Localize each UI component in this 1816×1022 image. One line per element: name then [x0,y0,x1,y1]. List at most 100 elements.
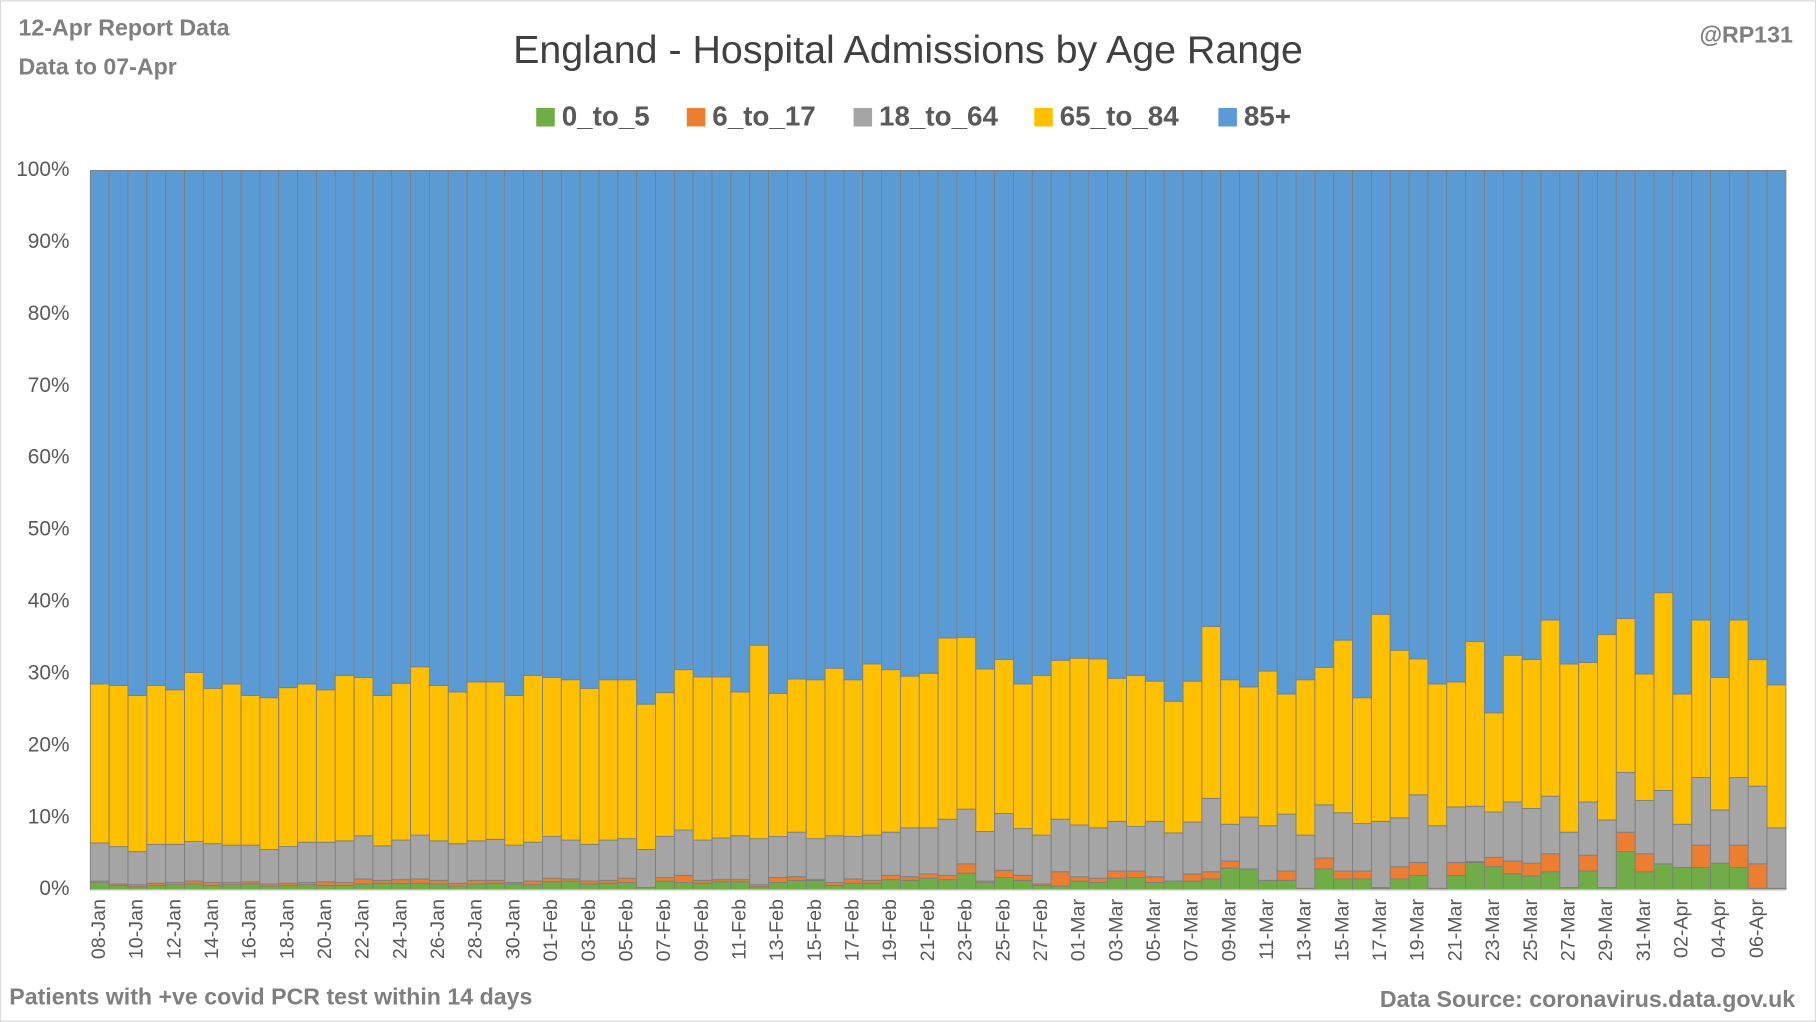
bar-segment [353,677,374,837]
bar-segment [410,170,430,668]
bar-segment [1013,170,1033,685]
bar-segment [1691,170,1711,621]
bar-segment [1653,592,1674,791]
legend-swatch [686,107,706,127]
bar-segment [1502,873,1523,891]
bar-segment [1126,825,1146,872]
bar-segment [1389,817,1410,868]
bar-segment [297,884,317,891]
bar-segment [1126,877,1146,891]
bar-segment [1710,677,1730,811]
bar-segment [221,170,242,685]
bar-segment [1427,170,1448,685]
y-tick-label: 80% [28,302,70,325]
bar-segment [1465,170,1485,643]
bar-segment [1126,674,1146,827]
bar-segment [108,846,129,885]
bar-segment [410,834,430,880]
bar-segment [617,877,638,883]
bar-segment [1031,834,1052,885]
bar-segment [1559,170,1580,665]
bar-segment [560,170,581,681]
bar-segment [692,839,713,881]
bar-segment [1050,659,1071,820]
x-tick-label: 01-Feb [540,899,562,961]
bar-segment [297,170,317,685]
x-tick-label: 05-Mar [1143,899,1165,962]
x-tick-label: 23-Feb [955,899,977,961]
bar-segment [1502,654,1523,803]
y-tick-label: 100% [16,158,69,181]
bar-segment [240,844,261,883]
bar-segment [89,170,110,685]
bar-segment [805,679,826,840]
bar-segment [1144,820,1165,878]
bar-segment [899,675,920,829]
bar-segment [1559,831,1580,889]
bar-segment [372,882,393,891]
x-tick-label: 09-Feb [691,899,713,961]
bar-segment [1766,170,1787,686]
bar-segment [994,877,1014,891]
bar-segment [1710,170,1730,679]
source: Data Source: coronavirus.data.gov.uk [1380,986,1795,1012]
bar-segment [523,884,543,891]
bar-segment [1427,825,1448,889]
bar-segment [1069,876,1090,882]
bar-segment [315,884,336,891]
bar-segment [504,844,525,883]
bar-segment [221,884,242,891]
bar-segment [1578,854,1598,872]
bar-segment [447,843,468,884]
bar-segment [372,695,393,847]
bar-segment [1182,880,1203,891]
bar-segment [805,879,826,891]
bar-segment [1672,823,1693,868]
bar-segment [617,838,638,879]
bar-segment [1540,619,1561,797]
bar-segment [824,667,845,837]
bar-segment [1427,683,1448,827]
bar-segment [1069,657,1090,826]
bar-segment [843,170,864,681]
bar-segment [1672,170,1693,695]
bar-segment [1578,801,1598,856]
legend-label: 0_to_5 [562,101,650,132]
bar-segment [542,877,562,883]
bar-segment [315,689,336,843]
bar-segment [1766,827,1787,889]
x-tick-label: 11-Mar [1256,899,1278,960]
bar-segment [1013,874,1033,881]
x-tick-label: 29-Mar [1595,899,1617,962]
legend-swatch [536,107,555,127]
bar-segment [485,838,506,881]
bar-segment [1257,670,1278,827]
bar-segment [1088,827,1109,879]
bar-segment [1634,853,1655,873]
bar-segment [956,872,977,891]
bar-segment [824,170,845,669]
y-tick-label: 10% [28,805,70,828]
bar-segment [786,879,807,891]
legend-swatch [1218,107,1237,127]
bar-segment [428,883,449,891]
bar-segment [127,695,148,853]
bar-segment [1295,170,1316,681]
bar-segment [353,883,374,891]
x-tick-label: 26-Jan [427,899,449,959]
x-tick-label: 06-Apr [1746,899,1768,958]
bar-segment [1728,844,1749,868]
bar-segment [881,874,901,881]
bar-segment [1710,862,1730,891]
bar-segment [975,170,996,670]
legend-swatch [853,107,873,127]
bar-segment [655,877,675,882]
data-note: Data to 07-Apr [19,54,177,80]
bar-segment [636,170,656,705]
bar-segment [1747,170,1768,661]
bar-segment [1295,834,1316,889]
bar-segment [466,879,487,885]
bar-segment [240,170,261,696]
bar-segment [881,170,901,671]
bar-segment [334,170,355,676]
